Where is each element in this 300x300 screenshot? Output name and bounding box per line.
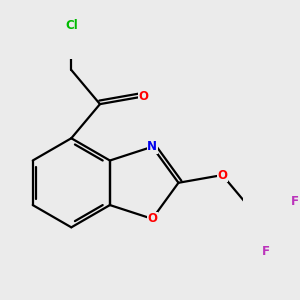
Text: O: O bbox=[147, 212, 157, 225]
Text: F: F bbox=[291, 195, 299, 208]
Text: Cl: Cl bbox=[65, 19, 78, 32]
Text: F: F bbox=[262, 244, 270, 257]
Text: N: N bbox=[147, 140, 157, 153]
Text: O: O bbox=[139, 90, 149, 103]
Text: O: O bbox=[217, 169, 227, 182]
